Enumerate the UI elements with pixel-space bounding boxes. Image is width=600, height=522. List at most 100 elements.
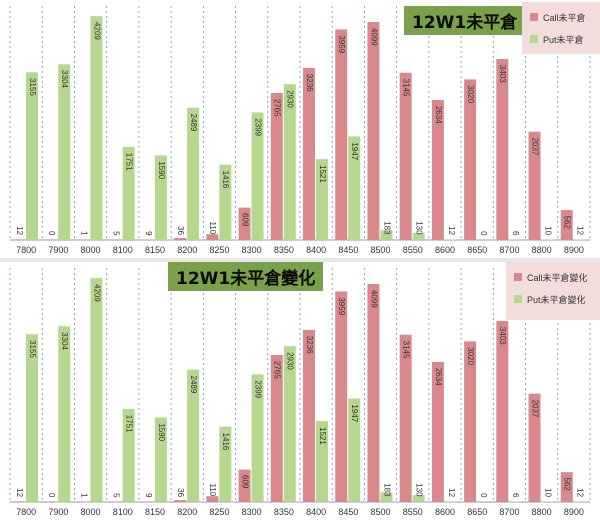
x-tick-label: 8650 xyxy=(467,507,487,517)
put-data-label: 130 xyxy=(415,221,424,235)
call-bar xyxy=(399,72,412,240)
call-data-label: 609 xyxy=(240,213,249,227)
put-bar xyxy=(412,495,425,502)
legend-item-call: Call未平倉變化 xyxy=(514,266,596,288)
call-data-label: 3959 xyxy=(337,297,346,315)
put-data-label: 1947 xyxy=(350,142,359,160)
call-bar xyxy=(464,79,477,241)
call-bar xyxy=(303,329,315,502)
put-data-label: 1416 xyxy=(221,171,230,189)
call-data-label: 9 xyxy=(144,493,153,498)
call-data-label: 12 xyxy=(15,226,24,235)
call-data-label: 3020 xyxy=(466,347,475,365)
put-data-label: 2930 xyxy=(286,352,295,370)
call-data-label: 562 xyxy=(563,478,572,492)
put-data-label: 12 xyxy=(576,226,585,235)
put-bar xyxy=(541,239,554,240)
legend-item-put: Put未平倉 xyxy=(530,28,592,50)
call-swatch-icon xyxy=(514,273,522,281)
call-data-label: 1 xyxy=(79,231,88,236)
x-tick-label: 8100 xyxy=(113,245,133,255)
put-data-label: 10 xyxy=(543,226,552,235)
call-bar xyxy=(13,239,25,240)
put-data-label: 2489 xyxy=(189,114,198,132)
x-tick-label: 8600 xyxy=(435,507,455,517)
put-data-label: 3304 xyxy=(60,70,69,88)
put-data-label: 0 xyxy=(479,493,488,498)
bar-chart-open-interest-change: 12 3155 7800 0 3304 7900 1 4209 8000 5 1751 8100 9 15… xyxy=(9,268,591,517)
call-data-label: 5 xyxy=(112,231,121,236)
x-tick-label: 8250 xyxy=(209,507,229,517)
x-tick-label: 8350 xyxy=(274,245,294,255)
chart-panel-open-interest: 12 3155 7800 0 3304 7900 1 4209 8000 5 1751 8100 9 15… xyxy=(0,0,600,258)
call-data-label: 2634 xyxy=(434,106,443,124)
call-data-label: 0 xyxy=(47,231,56,236)
call-bar xyxy=(496,321,509,502)
x-tick-label: 7900 xyxy=(48,507,68,517)
call-data-label: 110 xyxy=(208,222,217,235)
call-data-label: 0 xyxy=(47,493,56,498)
put-bar xyxy=(122,146,135,240)
call-bar xyxy=(528,393,541,502)
call-bar xyxy=(206,496,219,502)
put-bar xyxy=(26,334,38,502)
call-bar xyxy=(13,501,25,502)
call-data-label: 2634 xyxy=(434,368,443,386)
call-bar xyxy=(399,334,412,502)
call-data-label: 3403 xyxy=(498,327,507,345)
x-tick-label: 8200 xyxy=(177,507,197,517)
x-tick-label: 8300 xyxy=(242,245,262,255)
x-tick-label: 8900 xyxy=(564,507,584,517)
put-data-label: 1947 xyxy=(350,404,359,422)
put-data-label: 1590 xyxy=(157,161,166,179)
x-tick-label: 7800 xyxy=(16,507,36,517)
call-data-label: 3403 xyxy=(498,65,507,83)
call-data-label: 1 xyxy=(79,493,88,498)
put-bar xyxy=(316,159,328,240)
put-bar xyxy=(58,326,71,502)
put-bar xyxy=(380,492,393,502)
put-bar xyxy=(58,64,71,241)
call-bar xyxy=(464,341,477,502)
put-bar xyxy=(573,239,586,240)
put-data-label: 2489 xyxy=(189,376,198,394)
put-bar xyxy=(90,278,103,502)
call-data-label: 4099 xyxy=(369,290,378,308)
put-data-label: 1521 xyxy=(318,427,327,445)
put-bar xyxy=(187,369,200,502)
put-data-label: 4209 xyxy=(92,284,101,302)
x-tick-label: 8700 xyxy=(499,507,519,517)
call-swatch-icon xyxy=(530,13,538,21)
x-tick-label: 8550 xyxy=(403,507,423,517)
x-tick-label: 8150 xyxy=(145,507,165,517)
chart-panel-open-interest-change: 12 3155 7800 0 3304 7900 1 4209 8000 5 1751 8100 9 15… xyxy=(0,262,600,520)
put-bar xyxy=(316,421,328,502)
x-tick-label: 8600 xyxy=(435,245,455,255)
call-data-label: 4099 xyxy=(369,28,378,46)
put-bar xyxy=(541,501,554,502)
put-bar xyxy=(380,230,393,240)
call-data-label: 3145 xyxy=(402,79,411,97)
call-data-label: 2037 xyxy=(530,400,539,418)
call-bar xyxy=(335,291,348,502)
put-data-label: 2399 xyxy=(253,118,262,136)
call-data-label: 12 xyxy=(15,488,24,497)
x-tick-label: 8650 xyxy=(467,245,487,255)
x-tick-label: 8550 xyxy=(403,245,423,255)
put-bar xyxy=(219,426,232,502)
call-bar xyxy=(367,22,380,241)
chart-title: 12W1未平倉變化 xyxy=(168,262,324,291)
legend-item-call: Call未平倉 xyxy=(530,6,592,28)
x-tick-label: 8500 xyxy=(371,245,391,255)
put-bar xyxy=(26,72,38,240)
call-bar xyxy=(431,361,444,502)
put-swatch-icon xyxy=(530,35,538,43)
legend-label-call: Call未平倉變化 xyxy=(527,272,588,283)
put-data-label: 1416 xyxy=(221,433,230,451)
put-data-label: 1521 xyxy=(318,165,327,183)
put-bar xyxy=(154,155,167,240)
x-tick-label: 8900 xyxy=(564,245,584,255)
chart-legend: Call未平倉 Put未平倉 xyxy=(522,2,600,54)
x-tick-label: 7900 xyxy=(48,245,68,255)
call-bar xyxy=(335,29,348,240)
